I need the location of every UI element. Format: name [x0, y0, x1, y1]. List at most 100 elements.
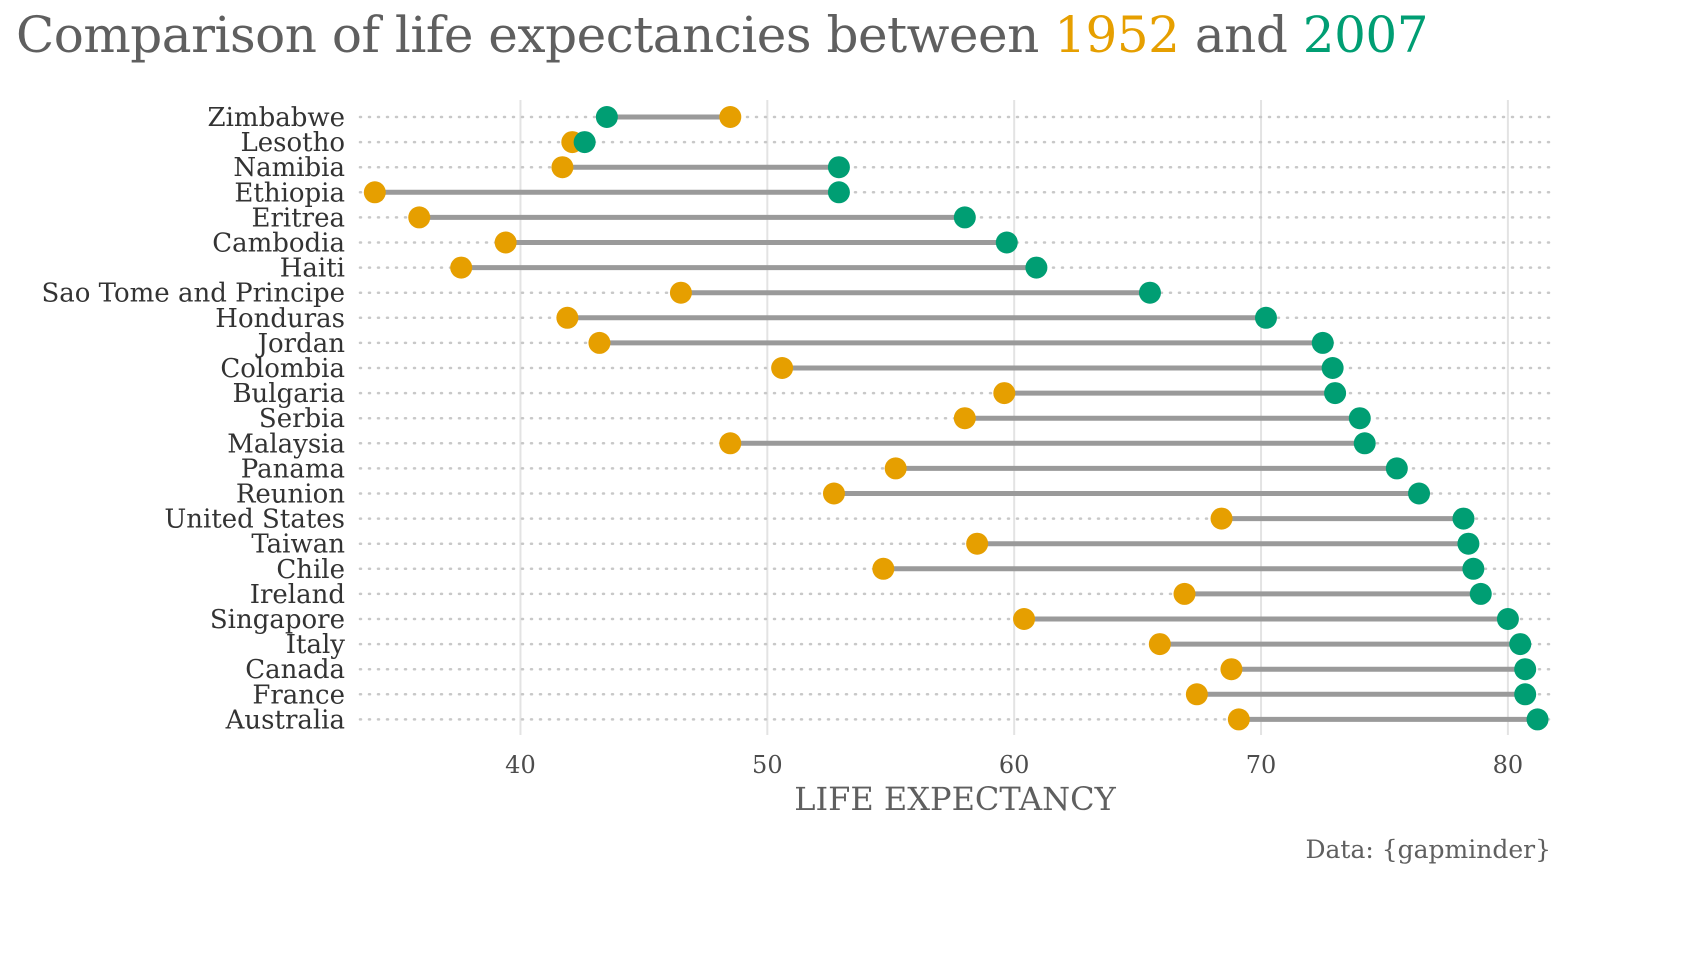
- y-tick-label: Chile: [276, 555, 345, 585]
- x-tick-label: 40: [505, 751, 536, 779]
- x-tick-label: 80: [1493, 751, 1524, 779]
- y-tick-label: Canada: [245, 655, 345, 685]
- title-prefix: Comparison of life expectancies between: [16, 6, 1055, 64]
- dumbbell-row: [1210, 507, 1475, 530]
- y-tick-label: Sao Tome and Principe: [41, 279, 345, 309]
- dumbbell-row: [450, 256, 1048, 279]
- dumbbell-row: [884, 457, 1408, 480]
- point-1952: [1185, 683, 1208, 706]
- point-2007: [827, 156, 850, 179]
- dumbbell-row: [1148, 633, 1532, 656]
- y-tick-label: United States: [164, 505, 345, 535]
- dumbbell-row: [551, 156, 850, 179]
- dumbbell-row: [771, 357, 1344, 379]
- y-tick-label: Malaysia: [227, 429, 345, 459]
- point-2007: [1321, 357, 1344, 379]
- x-axis-ticks: 40 50 60 70 80: [505, 751, 1523, 779]
- y-tick-label: Panama: [241, 454, 345, 484]
- dumbbell-row: [1013, 608, 1519, 630]
- point-2007: [1496, 608, 1519, 630]
- x-tick-label: 60: [999, 751, 1030, 779]
- y-tick-label: Honduras: [215, 304, 345, 334]
- point-2007: [573, 131, 596, 154]
- point-2007: [1509, 633, 1532, 656]
- y-tick-label: Zimbabwe: [208, 103, 345, 133]
- title-year-1952: 1952: [1054, 6, 1180, 64]
- point-1952: [551, 156, 574, 179]
- point-1952: [669, 281, 692, 304]
- point-2007: [1353, 432, 1376, 455]
- y-tick-label: Ethiopia: [234, 178, 345, 208]
- point-2007: [1462, 557, 1485, 580]
- dumbbell-row: [588, 331, 1334, 354]
- point-2007: [953, 206, 976, 229]
- y-tick-label: Haiti: [280, 254, 345, 284]
- dumbbell-row: [494, 231, 1018, 254]
- point-2007: [1457, 532, 1480, 555]
- point-1952: [884, 457, 907, 480]
- dumbbell-row: [1185, 683, 1537, 706]
- point-2007: [1348, 407, 1371, 430]
- title-year-2007: 2007: [1302, 6, 1429, 64]
- point-2007: [827, 181, 850, 204]
- point-2007: [1138, 281, 1161, 304]
- dumbbell-row: [1227, 708, 1549, 731]
- rows-layer: [363, 106, 1549, 731]
- point-2007: [1254, 306, 1277, 329]
- point-1952: [1013, 608, 1036, 630]
- point-2007: [1408, 482, 1431, 505]
- y-tick-label: Ireland: [250, 580, 345, 610]
- dumbbell-row: [669, 281, 1161, 304]
- point-2007: [1452, 507, 1475, 530]
- point-1952: [822, 482, 845, 505]
- y-tick-label: Eritrea: [252, 203, 346, 233]
- point-1952: [588, 331, 611, 354]
- x-tick-label: 50: [752, 751, 783, 779]
- point-1952: [494, 231, 517, 254]
- point-1952: [556, 306, 579, 329]
- point-1952: [719, 432, 742, 455]
- point-2007: [1025, 256, 1048, 279]
- point-1952: [1148, 633, 1171, 656]
- dumbbell-row: [556, 306, 1277, 329]
- point-2007: [1311, 331, 1334, 354]
- point-1952: [1220, 658, 1243, 681]
- point-1952: [408, 206, 431, 229]
- point-1952: [719, 106, 742, 128]
- point-1952: [966, 532, 989, 555]
- point-2007: [995, 231, 1018, 254]
- y-tick-label: Singapore: [210, 605, 345, 635]
- point-2007: [595, 106, 618, 128]
- point-1952: [363, 181, 386, 204]
- dumbbell-row: [822, 482, 1431, 505]
- chart-title: Comparison of life expectancies between …: [16, 6, 1429, 64]
- point-1952: [1173, 582, 1196, 605]
- point-2007: [1514, 683, 1537, 706]
- y-tick-label: Lesotho: [241, 128, 346, 158]
- y-tick-label: France: [252, 680, 345, 710]
- dumbbell-row: [966, 532, 1480, 555]
- point-1952: [993, 382, 1016, 405]
- dumbbell-row: [561, 131, 596, 154]
- y-tick-label: Namibia: [233, 153, 345, 183]
- dumbbell-row: [595, 106, 742, 128]
- y-tick-label: Taiwan: [251, 530, 345, 560]
- point-2007: [1514, 658, 1537, 681]
- dumbbell-row: [1220, 658, 1537, 681]
- point-1952: [1210, 507, 1233, 530]
- y-tick-label: Italy: [286, 630, 346, 660]
- point-1952: [1227, 708, 1250, 731]
- point-1952: [872, 557, 895, 580]
- point-1952: [450, 256, 473, 279]
- caption: Data: {gapminder}: [1305, 835, 1551, 864]
- dumbbell-row: [363, 181, 850, 204]
- y-axis-labels: ZimbabweLesothoNamibiaEthiopiaEritreaCam…: [41, 103, 345, 735]
- point-1952: [771, 357, 794, 379]
- point-2007: [1526, 708, 1549, 731]
- y-tick-label: Cambodia: [212, 229, 345, 259]
- point-2007: [1324, 382, 1347, 405]
- dumbbell-row: [408, 206, 976, 229]
- y-tick-label: Bulgaria: [232, 379, 345, 409]
- dumbbell-row: [953, 407, 1371, 430]
